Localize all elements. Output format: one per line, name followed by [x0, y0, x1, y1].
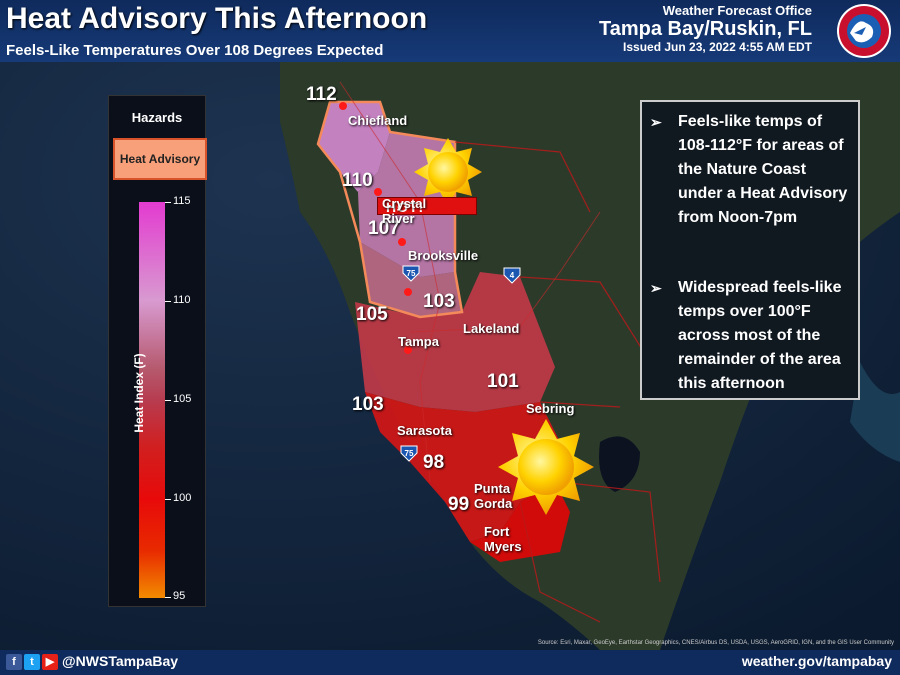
feels-like-value: 110 — [342, 170, 373, 191]
colorbar-tick-label: 105 — [173, 393, 192, 405]
lake-okeechobee — [599, 436, 640, 492]
office-info: Weather Forecast Office Tampa Bay/Ruskin… — [599, 3, 812, 54]
issued-time: Issued Jun 23, 2022 4:55 AM EDT — [623, 40, 812, 54]
colorbar-tick-label: 95 — [173, 590, 186, 602]
roads — [339, 81, 601, 483]
colorbar-tick — [165, 597, 171, 598]
sun-icon — [414, 138, 482, 206]
feels-like-value: 107 — [368, 218, 400, 239]
colorbar-axis-label: Heat Index (F) — [132, 353, 146, 433]
office-name: Tampa Bay/Ruskin, FL — [598, 18, 812, 40]
city-label: Lakeland — [463, 321, 520, 336]
hot-label: HOT! — [377, 197, 477, 215]
info-bullet-text: Feels-like temps of 108-112°F for areas … — [678, 113, 848, 226]
interstate-label: 75 — [407, 269, 416, 278]
hazard-legend: Hazards Heat Advisory 115 110 105 100 95… — [108, 95, 207, 607]
legend-title: Hazards — [131, 110, 183, 125]
city-label: Fort Myers — [484, 524, 522, 554]
bahamas-shelf — [850, 362, 900, 462]
feels-like-value: 105 — [356, 304, 388, 325]
colorbar-tick-label: 100 — [173, 492, 192, 504]
city-label: Punta Gorda — [474, 481, 513, 511]
city-markers — [339, 102, 412, 354]
heat-advisory-border — [316, 100, 464, 319]
interstate-label: 4 — [510, 271, 515, 280]
heat-advisory-swatch: Heat Advisory — [113, 138, 207, 180]
feels-like-value: 112 — [306, 84, 337, 105]
social-handle[interactable]: @NWSTampaBay — [62, 653, 179, 669]
colorbar-tick-label: 115 — [173, 195, 191, 207]
social-icons: f t ▶ — [6, 654, 58, 670]
nws-logo — [837, 4, 891, 58]
feels-like-value: 103 — [352, 394, 384, 415]
colorbar-tick — [165, 301, 171, 302]
office-label: Weather Forecast Office — [662, 3, 812, 18]
interstate-label: 75 — [405, 449, 414, 458]
feels-like-value: 101 — [487, 371, 519, 392]
colorbar-tick — [165, 202, 171, 203]
arrow-bullet-icon: ➢ — [650, 114, 662, 130]
city-label: Tampa — [398, 334, 439, 349]
footer-bar: f t ▶ @NWSTampaBay weather.gov/tampabay — [0, 650, 900, 675]
heat-area-chiefland — [318, 102, 390, 192]
info-bullet: ➢ Feels-like temps of 108-112°F for area… — [650, 110, 850, 230]
interstate-shield-icon: 75 — [400, 445, 418, 462]
page-title: Heat Advisory This Afternoon — [6, 2, 428, 35]
info-textbox: ➢ Feels-like temps of 108-112°F for area… — [640, 100, 860, 400]
page-subtitle: Feels-Like Temperatures Over 108 Degrees… — [6, 42, 384, 59]
interstate-shield-icon: 4 — [503, 267, 521, 284]
info-bullet: ➢ Widespread feels-like temps over 100°F… — [650, 276, 850, 396]
info-bullet-text: Widespread feels-like temps over 100°F a… — [678, 279, 842, 392]
map-source-credit: Source: Esri, Maxar, GeoEye, Earthstar G… — [537, 640, 894, 646]
website-link[interactable]: weather.gov/tampabay — [741, 653, 892, 669]
city-label: Sebring — [526, 401, 575, 416]
heat-index-colorbar — [139, 202, 165, 598]
city-label: Brooksville — [408, 248, 479, 263]
city-label: Sarasota — [397, 423, 452, 438]
feels-like-value: 103 — [423, 291, 455, 312]
twitter-icon[interactable]: t — [24, 654, 40, 670]
feels-like-value: 98 — [423, 452, 445, 473]
city-label: Chiefland — [348, 113, 408, 128]
heat-area-sarasota — [365, 392, 560, 542]
heat-area-tampa — [355, 272, 555, 412]
interstate-shield-icon: 75 — [402, 265, 420, 282]
facebook-icon[interactable]: f — [6, 654, 22, 670]
colorbar-tick — [165, 499, 171, 500]
feels-like-value: 99 — [448, 494, 470, 515]
youtube-icon[interactable]: ▶ — [42, 654, 58, 670]
header-banner: Heat Advisory This Afternoon Feels-Like … — [0, 0, 900, 62]
colorbar-tick-label: 110 — [173, 294, 191, 306]
colorbar-tick — [165, 400, 171, 401]
arrow-bullet-icon: ➢ — [650, 280, 662, 296]
sun-icon — [498, 419, 594, 515]
city-label: Crystal River — [382, 196, 427, 226]
